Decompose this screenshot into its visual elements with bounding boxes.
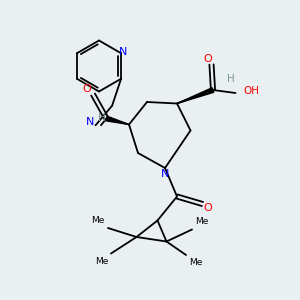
Text: O: O — [203, 202, 212, 213]
Text: Me: Me — [94, 256, 108, 266]
Text: Me: Me — [195, 218, 208, 226]
Text: H: H — [227, 74, 235, 85]
Polygon shape — [106, 116, 129, 124]
Text: N: N — [118, 47, 127, 57]
Text: Me: Me — [189, 258, 202, 267]
Text: O: O — [203, 54, 212, 64]
Text: O: O — [82, 84, 91, 94]
Text: OH: OH — [243, 86, 259, 97]
Text: H: H — [98, 113, 106, 123]
Text: N: N — [86, 117, 94, 127]
Text: N: N — [161, 169, 169, 179]
Text: Me: Me — [92, 216, 105, 225]
Polygon shape — [177, 88, 214, 103]
